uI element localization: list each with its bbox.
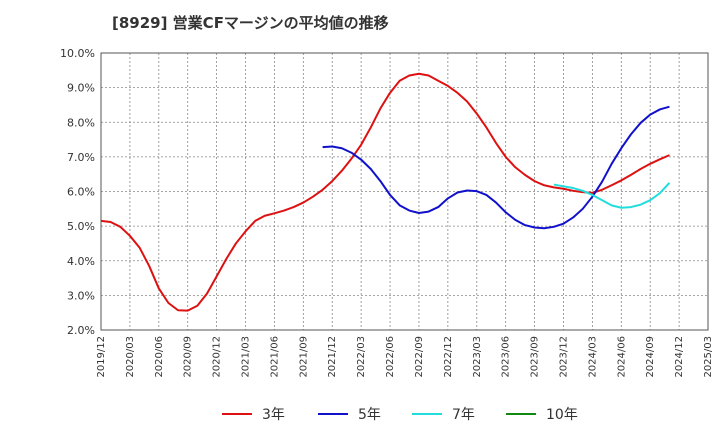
x-tick-label: 2024/06 <box>616 336 627 378</box>
x-tick-label: 2020/12 <box>212 336 223 378</box>
x-tick-label: 2025/03 <box>703 336 714 378</box>
series-lines <box>100 72 671 312</box>
chart-title: [8929] 営業CFマージンの平均値の推移 <box>112 14 389 32</box>
y-tick-label: 9.0% <box>67 82 95 95</box>
legend-label: 3年 <box>262 407 285 423</box>
y-tick-label: 6.0% <box>67 186 95 199</box>
x-tick-label: 2023/12 <box>558 336 569 378</box>
x-tick-label: 2019/12 <box>96 336 107 378</box>
y-tick-label: 7.0% <box>67 151 95 164</box>
y-tick-label: 2.0% <box>67 324 95 337</box>
y-tick-label: 3.0% <box>67 289 95 302</box>
x-tick-label: 2022/03 <box>356 336 367 378</box>
legend-label: 5年 <box>358 407 381 423</box>
plot-border <box>100 52 709 331</box>
x-tick-label: 2021/09 <box>298 336 309 378</box>
x-tick-label: 2020/03 <box>125 336 136 378</box>
x-tick-label: 2024/12 <box>674 336 685 378</box>
legend: 3年 5年 7年 10年 <box>222 407 578 423</box>
x-tick-label: 2024/09 <box>645 336 656 378</box>
x-tick-label: 2023/09 <box>530 336 541 378</box>
x-tick-label: 2020/09 <box>183 336 194 378</box>
x-tick-label: 2021/06 <box>269 336 280 378</box>
axis-labels: 2.0% 3.0% 4.0% 5.0% 6.0% 7.0% 8.0% 9.0% 10.0% 201… <box>60 47 714 378</box>
legend-label: 7年 <box>452 407 475 423</box>
series-line <box>553 182 671 209</box>
legend-label: 10年 <box>546 407 578 423</box>
series-line <box>100 72 670 312</box>
x-tick-label: 2020/06 <box>154 336 165 378</box>
series-line <box>322 105 670 230</box>
x-tick-label: 2021/12 <box>327 336 338 378</box>
x-tick-label: 2022/12 <box>443 336 454 378</box>
x-tick-label: 2022/09 <box>414 336 425 378</box>
grid-lines <box>101 53 708 330</box>
y-tick-label: 4.0% <box>67 255 95 268</box>
x-tick-label: 2024/03 <box>587 336 598 378</box>
x-tick-label: 2022/06 <box>385 336 396 378</box>
x-tick-label: 2021/03 <box>241 336 252 378</box>
y-tick-label: 10.0% <box>60 47 95 60</box>
y-tick-label: 8.0% <box>67 116 95 129</box>
x-tick-label: 2023/03 <box>472 336 483 378</box>
plot-background <box>101 53 708 330</box>
y-tick-label: 5.0% <box>67 220 95 233</box>
x-tick-label: 2023/06 <box>501 336 512 378</box>
